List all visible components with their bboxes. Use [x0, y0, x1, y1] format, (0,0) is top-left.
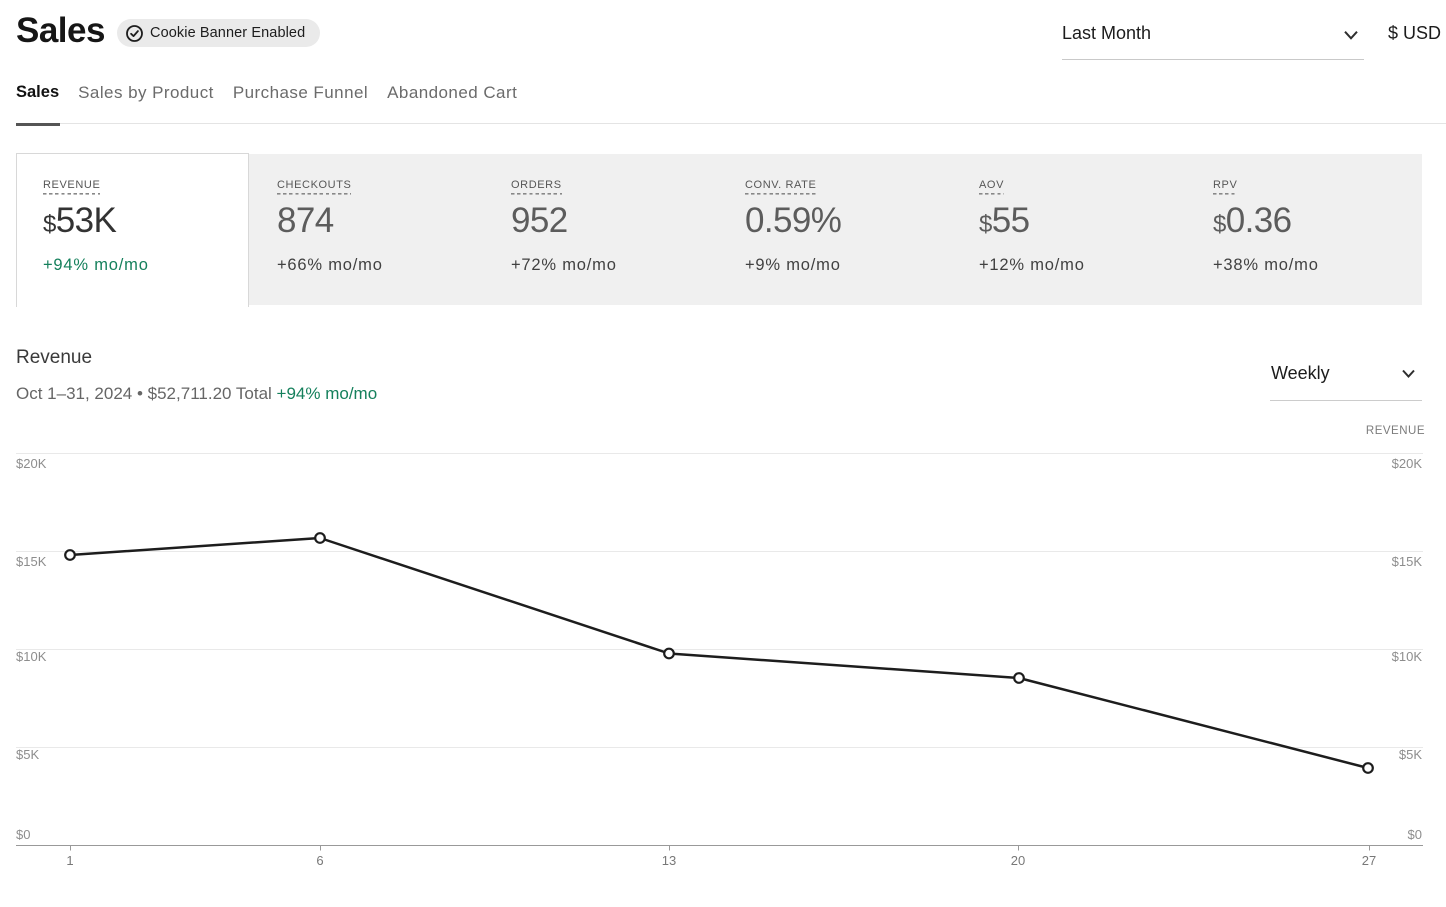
svg-text:$5K: $5K: [16, 747, 39, 762]
svg-text:$0: $0: [16, 827, 30, 842]
svg-text:$0: $0: [1408, 827, 1422, 842]
svg-text:6: 6: [316, 853, 323, 868]
svg-text:$20K: $20K: [1392, 456, 1423, 471]
svg-text:$15K: $15K: [16, 554, 47, 569]
svg-text:$5K: $5K: [1399, 747, 1422, 762]
svg-text:1: 1: [66, 853, 73, 868]
svg-text:13: 13: [662, 853, 676, 868]
svg-text:$10K: $10K: [16, 649, 47, 664]
svg-text:$15K: $15K: [1392, 554, 1423, 569]
svg-text:27: 27: [1362, 853, 1376, 868]
svg-text:$10K: $10K: [1392, 649, 1423, 664]
svg-text:$20K: $20K: [16, 456, 47, 471]
svg-text:20: 20: [1011, 853, 1025, 868]
